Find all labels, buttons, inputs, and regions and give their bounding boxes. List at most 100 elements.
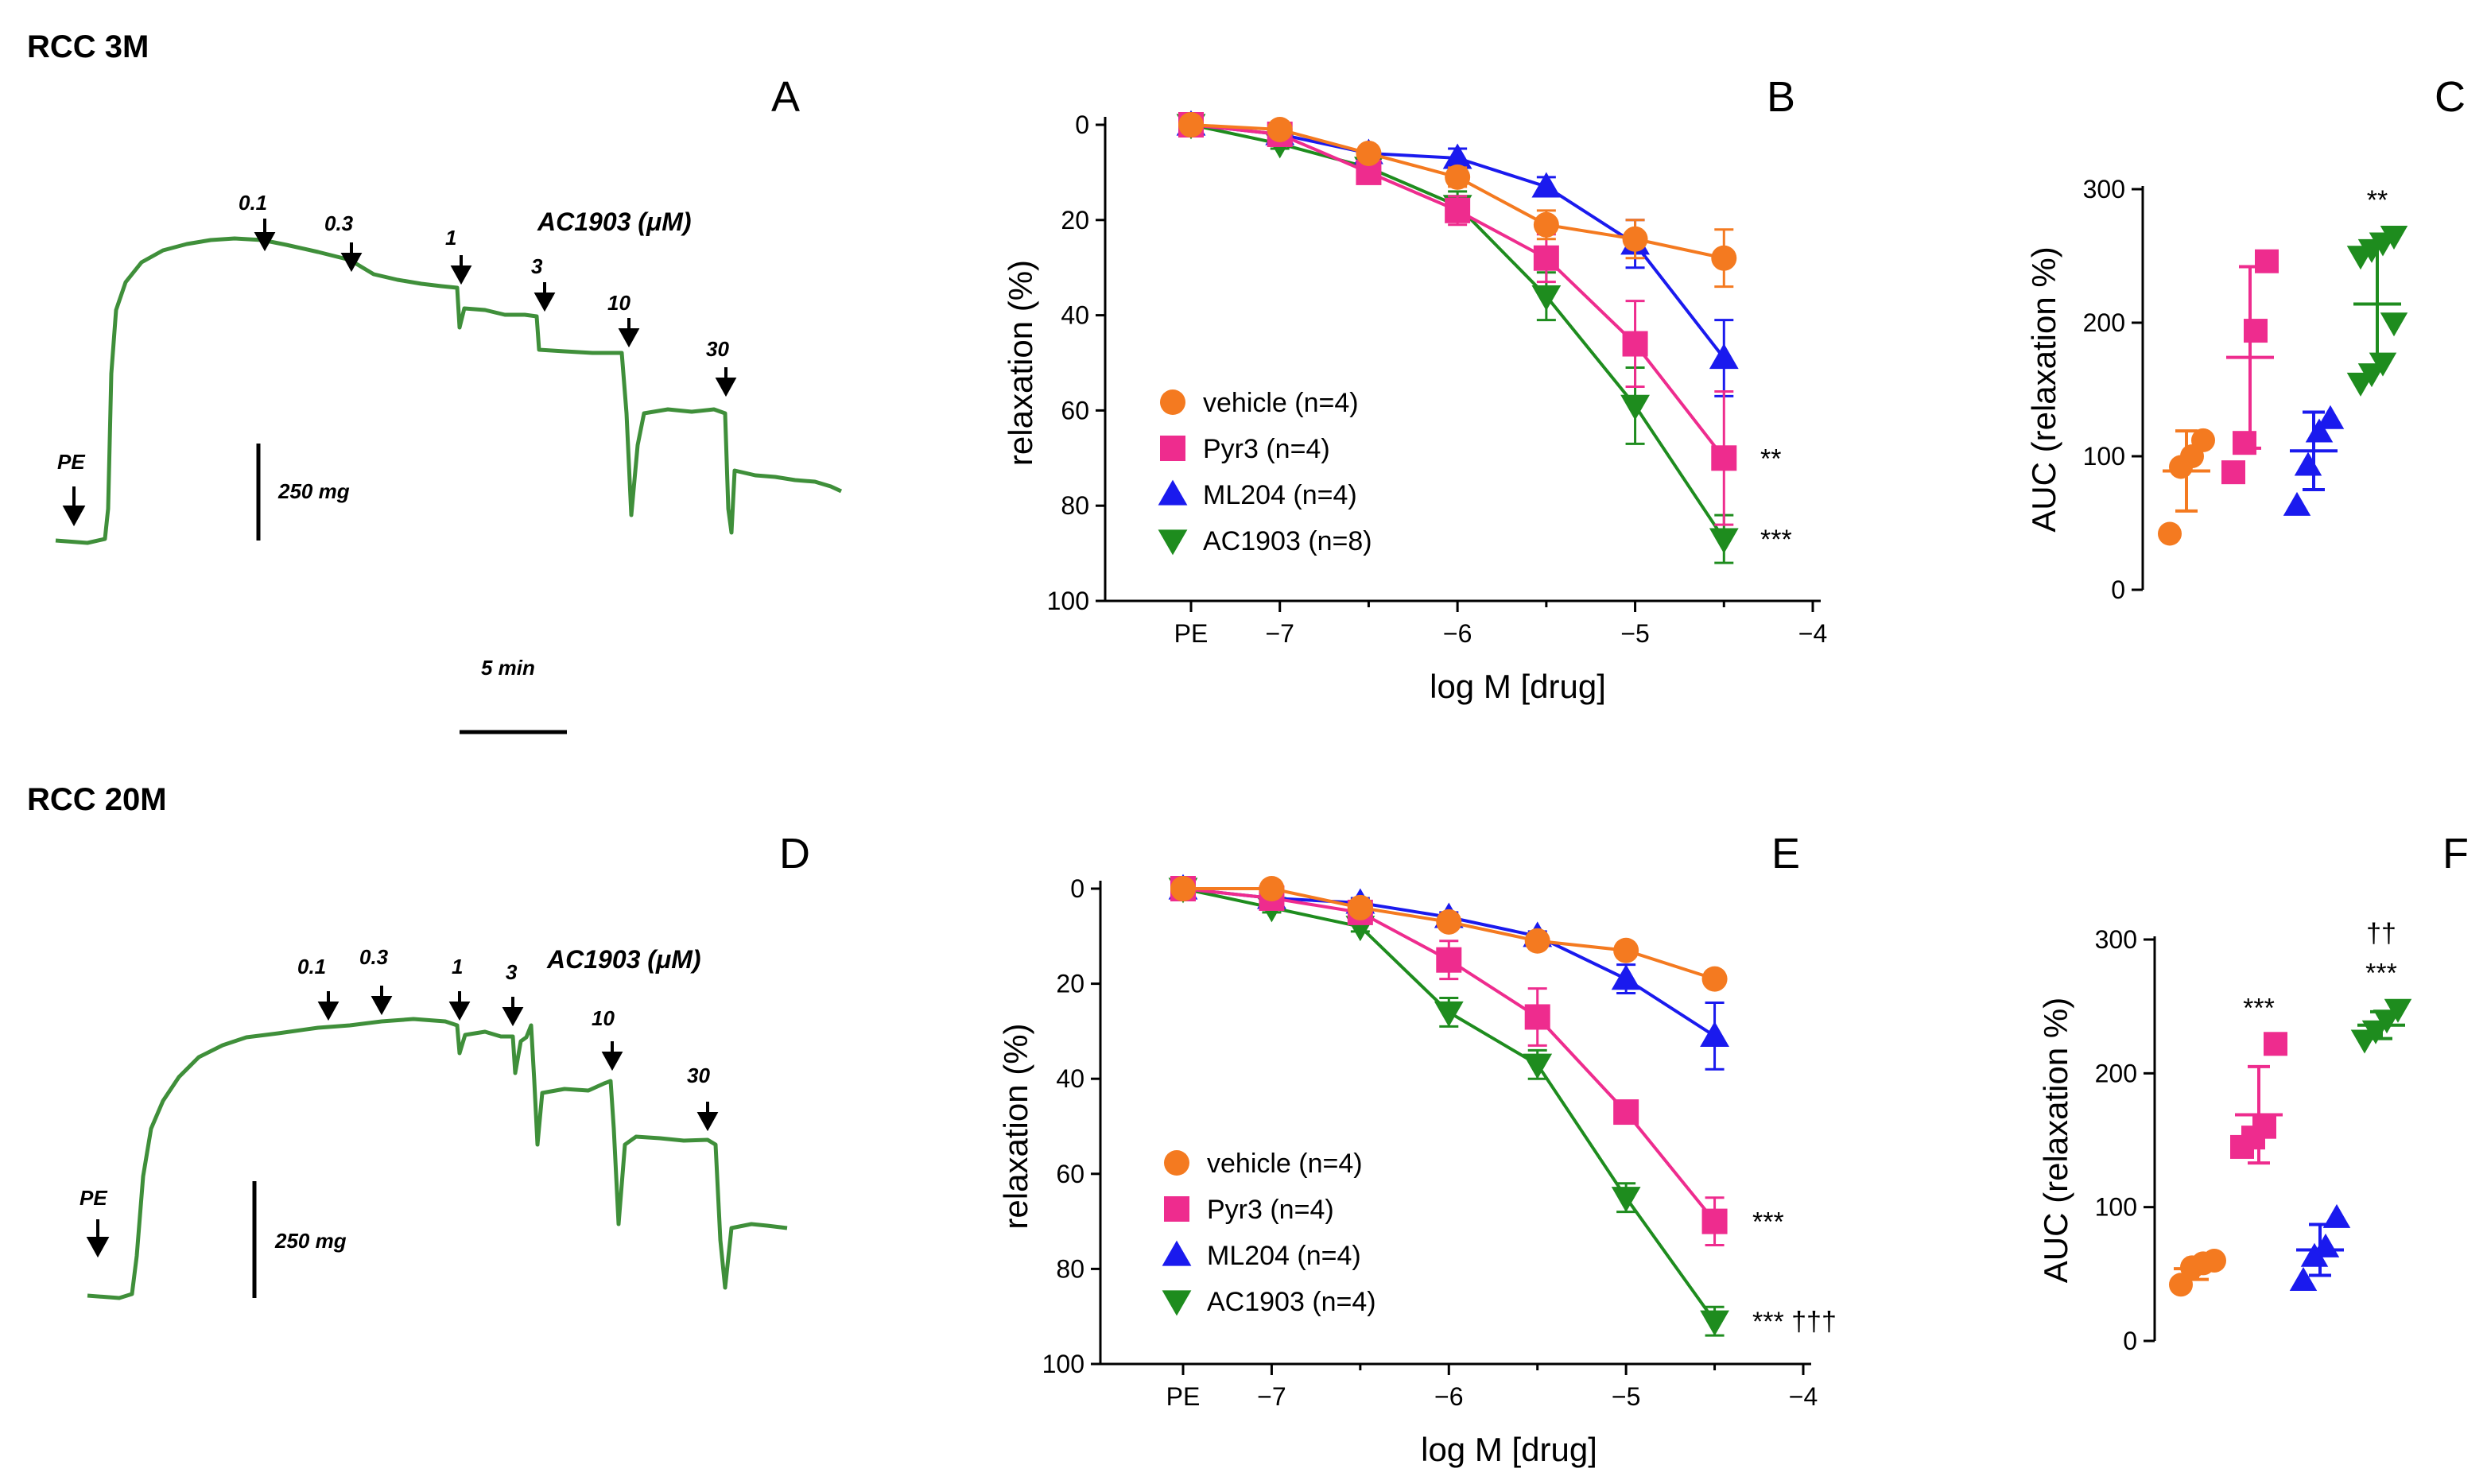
row-label-bottom: RCC 20M <box>27 782 167 817</box>
data-point-marker <box>1158 479 1188 506</box>
data-point-marker <box>1709 528 1739 554</box>
data-point-marker <box>1701 1208 1728 1234</box>
y-tick-label: 0 <box>2111 575 2125 604</box>
conc-arrows-d <box>317 986 719 1132</box>
x-tick-label: −5 <box>1620 619 1649 648</box>
x-axis-label: log M [drug] <box>1430 668 1606 705</box>
x-tick-label: −5 <box>1612 1382 1640 1411</box>
data-point-marker <box>1622 226 1648 252</box>
data-point-marker <box>1613 937 1639 963</box>
legend-label: AC1903 (n=4) <box>1207 1287 1376 1317</box>
data-point-marker <box>1178 112 1204 138</box>
x-tick-label: −6 <box>1434 1382 1463 1411</box>
data-point-marker <box>2357 363 2386 388</box>
data-point-marker <box>1162 1290 1192 1316</box>
panel-letter-a: A <box>771 73 800 121</box>
data-point-marker <box>1267 116 1293 142</box>
trace-panel-a: PE 0.1 0.3 1 3 10 30 AC1903 (μM) 250 mg … <box>55 191 843 734</box>
time-scale-label: 5 min <box>481 656 535 680</box>
data-point-marker <box>1700 1310 1729 1336</box>
data-point-marker <box>2305 418 2334 443</box>
data-point-marker <box>1164 1196 1189 1222</box>
data-point-marker <box>1709 343 1739 370</box>
conc-label: 30 <box>706 337 729 361</box>
data-point-marker <box>2369 352 2397 377</box>
pe-label-a: PE <box>57 450 85 474</box>
data-point-marker <box>2361 1020 2390 1044</box>
data-point-marker <box>2316 405 2345 429</box>
tension-trace <box>87 1017 788 1300</box>
force-scale-label-a: 250 mg <box>277 479 350 503</box>
data-point-marker <box>2255 249 2279 273</box>
y-tick-label: 300 <box>2083 175 2125 203</box>
data-point-marker <box>1622 331 1648 357</box>
data-point-marker <box>2244 319 2268 343</box>
panel-letter-f: F <box>2442 830 2469 878</box>
data-point-marker <box>1611 1187 1641 1213</box>
dose-response-chart-e: 0 20 40 60 80 100 PE −7 −6 −5 −4 log M [drug] relaxa… <box>997 874 1837 1468</box>
data-point-marker <box>1347 894 1373 920</box>
data-point-marker <box>2384 998 2412 1023</box>
legend-label: vehicle (n=4) <box>1203 388 1359 418</box>
x-tick-label: −6 <box>1443 619 1472 648</box>
legend-label: AC1903 (n=8) <box>1203 526 1372 556</box>
conc-label: 0.3 <box>359 945 389 969</box>
y-tick-label: 60 <box>1061 396 1089 424</box>
y-tick-label: 80 <box>1061 491 1089 520</box>
data-point-marker <box>1524 1004 1550 1030</box>
pe-label-d: PE <box>80 1186 107 1210</box>
dose-response-chart-b: 0 20 40 60 80 100 PE −7 −6 −5 −4 log M [drug] relaxa… <box>1002 110 1827 705</box>
y-tick-label: 60 <box>1056 1160 1084 1188</box>
data-point-marker <box>1259 876 1285 901</box>
y-tick-label: 0 <box>1075 110 1089 139</box>
data-point-marker <box>1533 245 1559 271</box>
y-axis-label: AUC (relaxation %) <box>2025 246 2062 532</box>
data-point-marker <box>2311 1233 2340 1257</box>
data-point-marker <box>1533 211 1559 238</box>
trace-panel-d: PE 0.1 0.3 1 3 10 30 AC1903 (μM) 250 mg <box>80 945 788 1300</box>
y-axis-label: AUC (relaxation %) <box>2037 998 2074 1283</box>
data-point-marker <box>1164 1150 1189 1176</box>
conc-label: 3 <box>531 254 543 278</box>
x-tick-label: PE <box>1166 1382 1201 1411</box>
significance-annotation: *** <box>1752 1207 1784 1238</box>
legend-label: ML204 (n=4) <box>1207 1241 1361 1271</box>
data-point-marker <box>1436 947 1462 973</box>
data-point-marker <box>1611 964 1641 990</box>
conc-label: 0.1 <box>297 955 326 978</box>
y-tick-label: 20 <box>1061 206 1089 234</box>
force-scale-label-d: 250 mg <box>274 1229 347 1253</box>
panel-letter-b: B <box>1767 73 1795 121</box>
tension-trace <box>55 236 843 545</box>
legend-label: Pyr3 (n=4) <box>1203 434 1330 464</box>
data-point-marker <box>2294 451 2322 476</box>
data-point-marker <box>1711 245 1737 271</box>
panel-letter-c: C <box>2435 73 2466 121</box>
data-point-marker <box>2283 491 2311 516</box>
significance-annotation: ** <box>2367 185 2388 215</box>
data-point-marker <box>1160 389 1185 415</box>
data-point-marker <box>1700 1021 1729 1047</box>
data-point-marker <box>1620 394 1650 420</box>
data-point-marker <box>1436 909 1462 935</box>
y-tick-label: 300 <box>2095 925 2137 954</box>
x-tick-label: PE <box>1174 619 1209 648</box>
significance-annotation: *** <box>1760 525 1792 555</box>
y-tick-label: 80 <box>1056 1254 1084 1283</box>
significance-annotation: †† <box>2366 919 2396 949</box>
data-point-marker <box>1531 172 1562 198</box>
y-tick-label: 200 <box>2083 308 2125 337</box>
data-point-marker <box>2264 1032 2287 1056</box>
conc-label: 10 <box>592 1006 615 1030</box>
drug-label-d: AC1903 (μM) <box>546 945 701 974</box>
conc-label: 0.3 <box>324 211 354 235</box>
data-point-marker <box>1701 966 1728 992</box>
significance-annotation: *** ††† <box>1752 1307 1837 1337</box>
data-point-marker <box>2380 312 2408 337</box>
panel-letter-d: D <box>779 830 810 878</box>
y-tick-label: 40 <box>1061 301 1089 330</box>
y-tick-label: 100 <box>2083 442 2125 471</box>
data-point-marker <box>1160 436 1185 461</box>
data-point-marker <box>2380 226 2408 250</box>
